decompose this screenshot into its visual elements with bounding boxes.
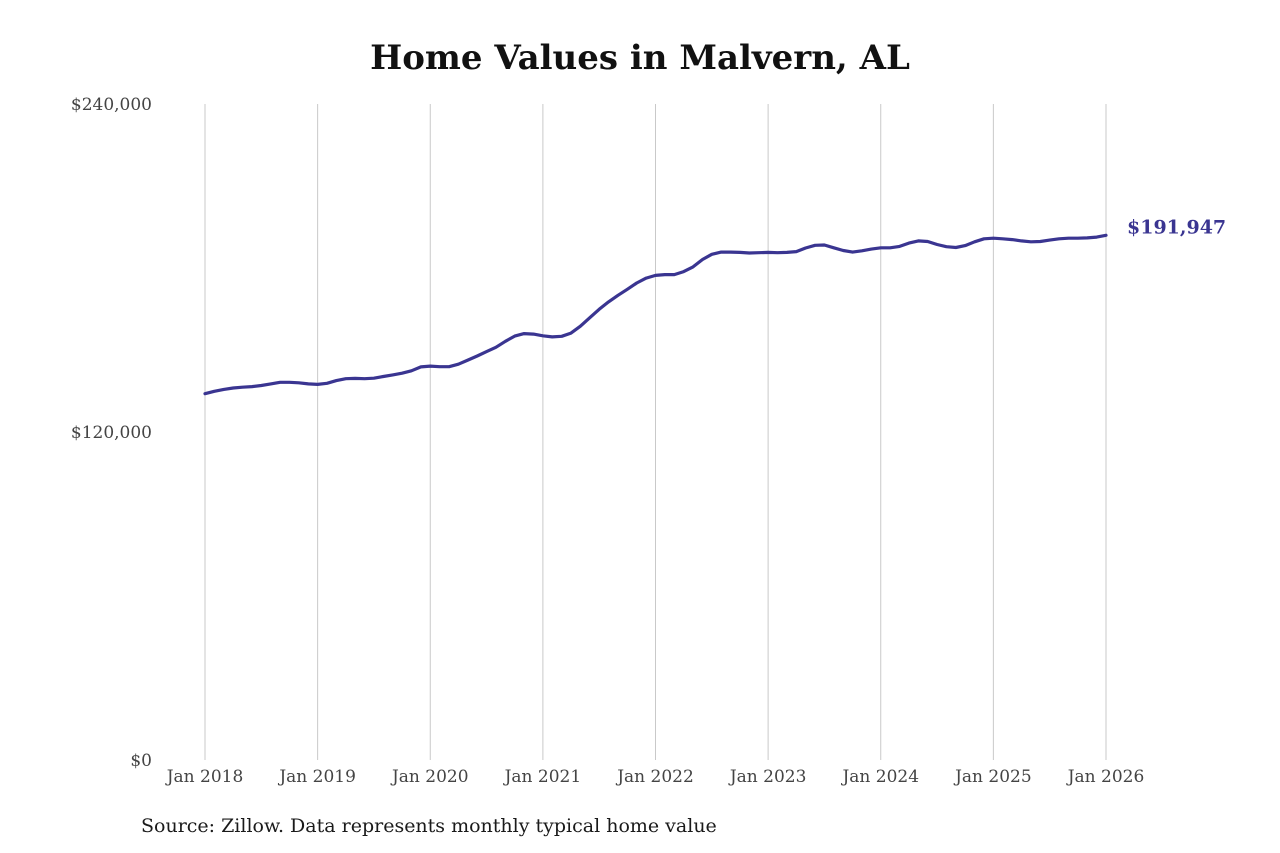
gridlines [204,104,1107,760]
source-note: Source: Zillow. Data represents monthly … [141,815,717,837]
chart-title: Home Values in Malvern, AL [370,38,910,78]
x-tick-label: Jan 2022 [615,767,694,787]
x-tick-label: Jan 2025 [953,767,1032,787]
x-tick-label: Jan 2026 [1066,767,1145,787]
x-tick-label: Jan 2021 [503,767,582,787]
x-tick-label: Jan 2020 [390,767,469,787]
x-tick-label: Jan 2023 [728,767,807,787]
series-line [203,233,1108,396]
y-tick-label: $120,000 [71,423,152,443]
y-axis-ticks: $0 $120,000 $240,000 [71,95,152,771]
x-tick-label: Jan 2024 [840,767,919,787]
y-tick-label: $0 [130,751,152,771]
x-tick-label: Jan 2019 [277,767,356,787]
x-axis-ticks: Jan 2018 Jan 2019 Jan 2020 Jan 2021 Jan 2022… [165,767,1145,787]
x-tick-label: Jan 2018 [165,767,244,787]
end-value-label: $191,947 [1127,216,1226,238]
y-tick-label: $240,000 [71,95,152,115]
series-layer: $191,947 [203,216,1226,396]
